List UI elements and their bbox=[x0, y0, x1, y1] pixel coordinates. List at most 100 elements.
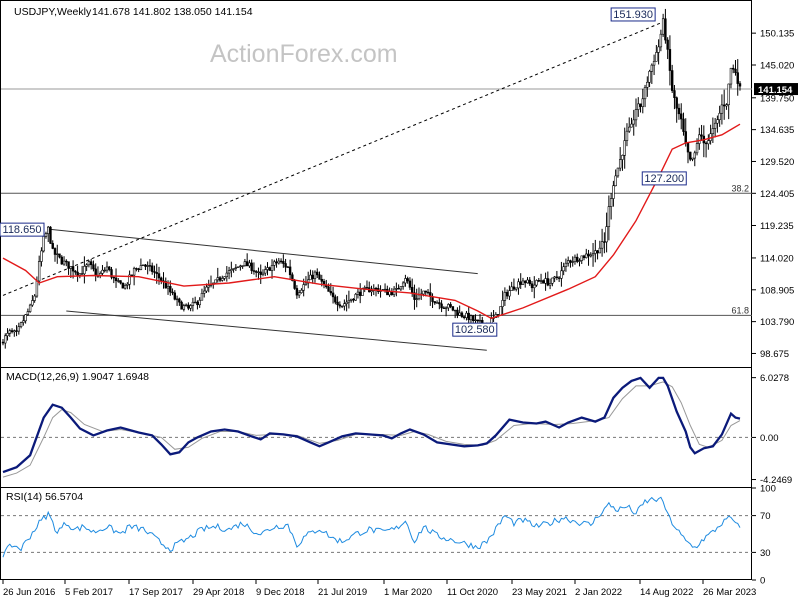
candle bbox=[729, 67, 733, 89]
candle-body-up bbox=[580, 255, 583, 261]
candle-body-up bbox=[600, 241, 604, 249]
candle-body-up bbox=[729, 67, 733, 85]
candle bbox=[191, 297, 195, 312]
candle bbox=[666, 37, 669, 60]
candle-body-up bbox=[713, 122, 717, 129]
candle-body-down bbox=[476, 319, 479, 322]
candle-body-down bbox=[406, 278, 409, 282]
candle bbox=[652, 54, 656, 76]
candle bbox=[578, 258, 581, 267]
candle bbox=[415, 288, 418, 308]
candle bbox=[580, 255, 583, 265]
candle bbox=[639, 103, 642, 113]
candle bbox=[621, 154, 624, 171]
candle bbox=[234, 264, 238, 272]
candle-body-up bbox=[22, 320, 25, 323]
chart-symbol-title: USDJPY,Weekly bbox=[14, 6, 92, 18]
candle-body-up bbox=[503, 292, 507, 301]
candle-body-up bbox=[146, 265, 149, 267]
candle bbox=[255, 270, 258, 278]
candle-body-up bbox=[239, 265, 242, 268]
candle-body-up bbox=[198, 299, 201, 306]
candle bbox=[670, 64, 674, 93]
candle-body-up bbox=[478, 319, 482, 322]
candle-body-up bbox=[189, 305, 192, 309]
candle-body-up bbox=[200, 292, 204, 301]
candle-body-down bbox=[686, 142, 690, 153]
price-panel: 38.2 61.8 151.930 127.200 118.650 102.580 150.… bbox=[0, 7, 798, 360]
candle bbox=[499, 306, 502, 316]
candle-body-down bbox=[587, 253, 590, 257]
candle-body-down bbox=[512, 286, 516, 290]
candle-body-down bbox=[255, 271, 258, 273]
candle bbox=[270, 259, 274, 279]
candle-body-up bbox=[585, 253, 588, 259]
candle bbox=[207, 279, 210, 293]
candle-body-up bbox=[634, 109, 638, 121]
candle-body-up bbox=[363, 287, 366, 289]
candle-body-up bbox=[553, 276, 556, 279]
current-price-badge bbox=[754, 83, 798, 96]
candle bbox=[533, 276, 536, 299]
candle-body-up bbox=[594, 250, 597, 254]
candle-body-up bbox=[655, 52, 658, 62]
price-axis-label: 145.020 bbox=[760, 60, 794, 71]
candle bbox=[173, 290, 177, 301]
candle-body-up bbox=[718, 112, 721, 120]
candle bbox=[164, 277, 167, 289]
candle-body-down bbox=[327, 286, 330, 292]
candle-body-up bbox=[474, 319, 477, 321]
candle bbox=[460, 311, 464, 319]
candle-body-up bbox=[83, 266, 86, 275]
candle bbox=[15, 325, 18, 337]
candle bbox=[682, 112, 685, 136]
candle-body-down bbox=[279, 260, 283, 263]
x-axis-label: 26 Jun 2016 bbox=[3, 587, 55, 598]
x-axis-label: 23 May 2021 bbox=[512, 587, 567, 598]
candle bbox=[530, 280, 534, 292]
candle-body-up bbox=[313, 271, 317, 279]
candle bbox=[435, 300, 439, 304]
candle bbox=[40, 247, 43, 267]
candle bbox=[365, 280, 369, 289]
candle-body-down bbox=[58, 253, 61, 258]
candle-body-down bbox=[164, 281, 167, 289]
candle bbox=[352, 298, 355, 303]
candle bbox=[117, 278, 120, 283]
candle bbox=[13, 329, 16, 337]
candle-body-down bbox=[546, 278, 550, 286]
x-axis-label: 2 Jan 2022 bbox=[575, 587, 622, 598]
candle bbox=[264, 265, 267, 277]
candle bbox=[444, 306, 448, 317]
annotation-text: 118.650 bbox=[3, 224, 42, 236]
candle bbox=[519, 273, 522, 289]
rsi-axis-label: 70 bbox=[760, 511, 771, 522]
candle bbox=[108, 265, 111, 272]
candle bbox=[650, 63, 654, 84]
candle bbox=[521, 277, 525, 286]
candle bbox=[171, 288, 174, 296]
candle bbox=[196, 300, 199, 310]
candle-body-down bbox=[524, 280, 527, 284]
candle-body-up bbox=[343, 303, 346, 307]
candle-body-up bbox=[191, 301, 195, 306]
candle-body-up bbox=[270, 265, 274, 271]
candle bbox=[664, 8, 667, 44]
candle bbox=[582, 254, 586, 261]
candle-body-up bbox=[304, 282, 308, 285]
candle-body-down bbox=[410, 287, 414, 294]
candle bbox=[517, 278, 520, 295]
fib-level-label: 61.8 bbox=[731, 305, 749, 315]
candle bbox=[404, 274, 407, 287]
candle bbox=[203, 285, 206, 298]
current-price-label: 141.154 bbox=[758, 85, 793, 96]
candle-body-up bbox=[123, 285, 127, 289]
candle-body-down bbox=[555, 276, 559, 279]
candle bbox=[562, 262, 565, 276]
candle-body-down bbox=[245, 261, 249, 267]
candle bbox=[126, 282, 129, 290]
candle bbox=[157, 266, 161, 285]
candle bbox=[103, 267, 106, 273]
price-axis-label: 103.790 bbox=[760, 317, 794, 328]
candle-body-down bbox=[557, 277, 561, 279]
